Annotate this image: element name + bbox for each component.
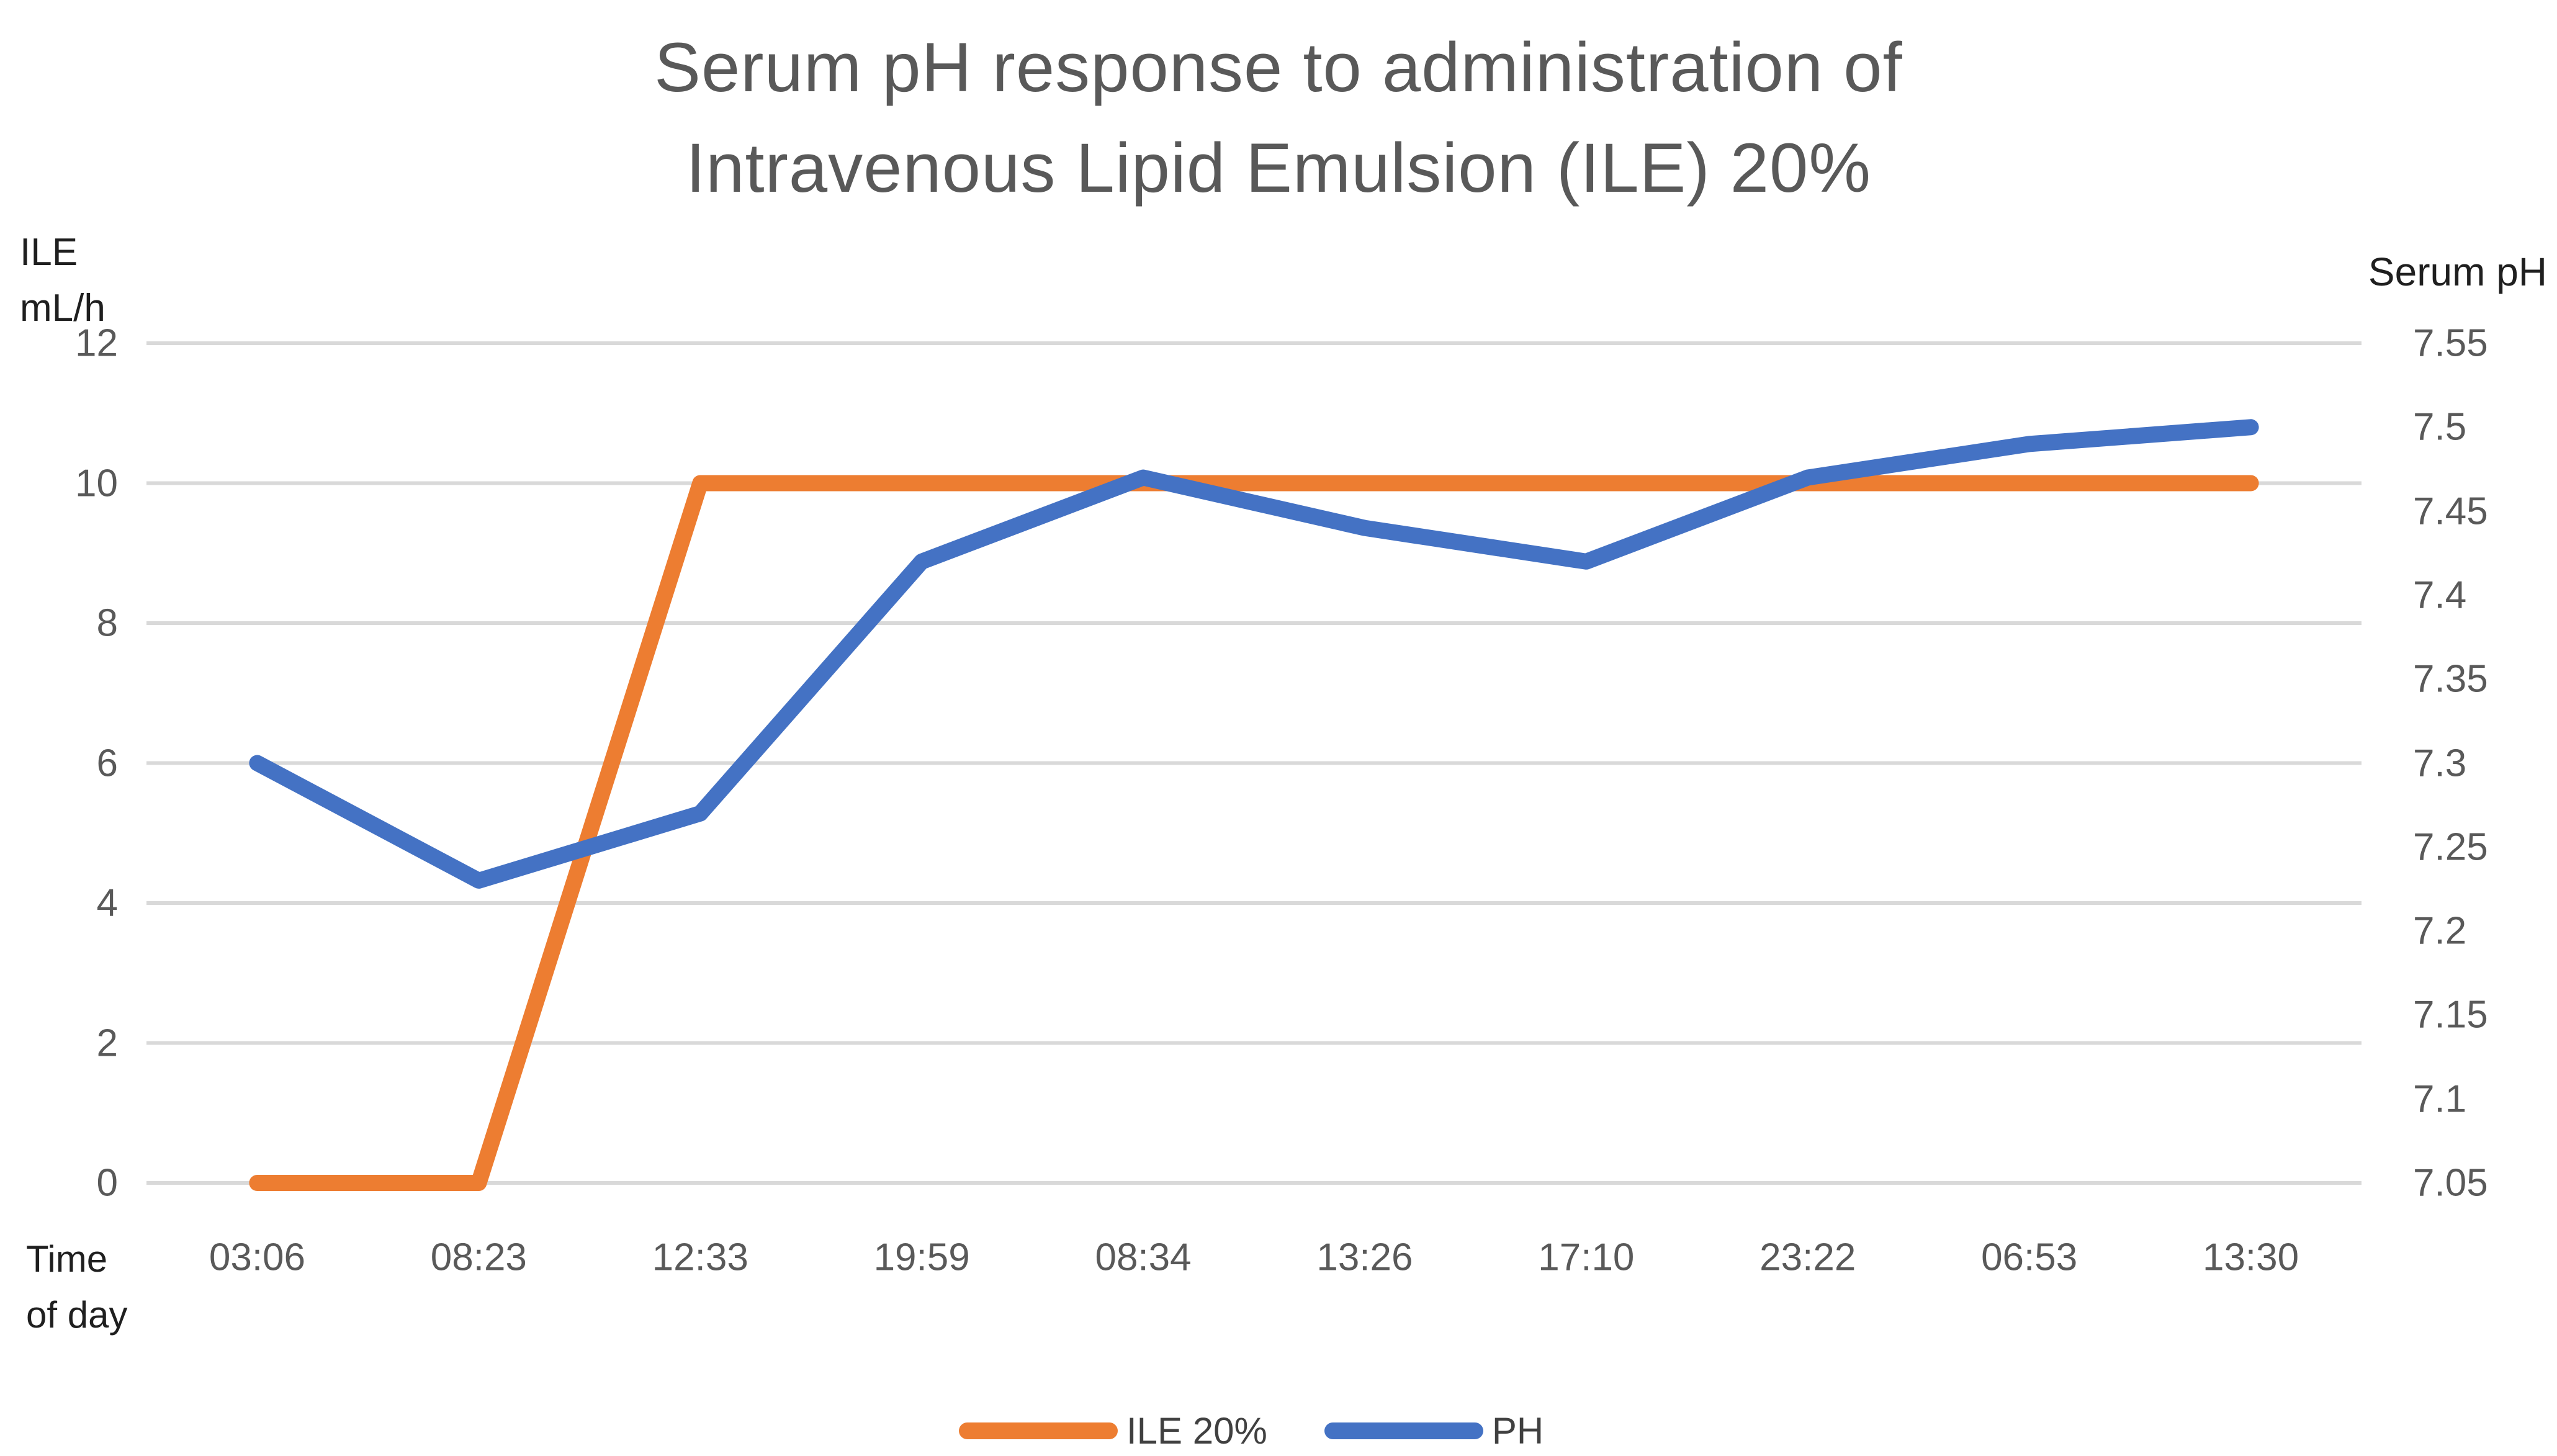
left-axis-tick-label: 2 [96, 1022, 118, 1064]
left-axis-tick-label: 4 [96, 881, 118, 925]
x-axis-tick-label: 17:10 [1538, 1236, 1635, 1279]
right-axis-tick-label: 7.3 [2413, 742, 2467, 784]
right-axis-tick-label: 7.5 [2413, 405, 2467, 449]
x-axis-tick-label: 12:33 [652, 1236, 748, 1279]
legend-label: ILE 20% [1126, 1409, 1267, 1452]
left-axis-tick-label: 0 [96, 1161, 118, 1205]
left-axis-title: ILE mL/h [20, 225, 106, 336]
series-line-ile-20- [249, 475, 2259, 1191]
right-axis-tick-label: 7.1 [2413, 1077, 2467, 1121]
x-axis-title-line2: of day [26, 1294, 128, 1336]
right-axis-tick-label: 7.2 [2413, 909, 2467, 953]
left-axis-tick-label: 6 [96, 742, 118, 784]
x-axis-tick-label: 13:30 [2202, 1236, 2299, 1279]
right-axis-tick-label: 7.45 [2413, 490, 2488, 533]
legend-swatch-icon [1324, 1422, 1483, 1439]
x-axis-tick-label: 19:59 [873, 1236, 970, 1279]
left-axis-tick-label: 10 [75, 462, 118, 505]
right-axis-tick-label: 7.35 [2413, 657, 2488, 701]
x-axis-tick-label: 08:23 [430, 1236, 527, 1279]
chart-legend: ILE 20% PH [959, 1409, 1544, 1452]
legend-label: PH [1491, 1409, 1544, 1452]
series-line-ph [249, 419, 2259, 889]
right-axis-tick-label: 7.4 [2413, 573, 2467, 617]
right-axis-tick-label: 7.05 [2413, 1161, 2488, 1205]
chart-title-line1: Serum pH response to administration of [654, 29, 1903, 106]
left-axis-tick-label: 8 [96, 601, 118, 645]
right-axis-tick-label: 7.25 [2413, 825, 2488, 869]
legend-swatch-icon [959, 1422, 1118, 1439]
legend-item-ile-20-: ILE 20% [959, 1409, 1267, 1452]
left-axis-tick-label: 12 [75, 321, 118, 365]
x-axis-title-line1: Time [26, 1238, 108, 1280]
x-axis-tick-label: 06:53 [1981, 1236, 2078, 1279]
chart-title: Serum pH response to administration of I… [0, 17, 2557, 219]
x-axis-title: Time of day [26, 1231, 127, 1343]
chart-title-line2: Intravenous Lipid Emulsion (ILE) 20% [686, 129, 1871, 207]
right-axis-tick-label: 7.55 [2413, 321, 2488, 365]
x-axis-tick-label: 03:06 [209, 1236, 306, 1279]
left-axis-title-line1: ILE [20, 231, 78, 274]
right-axis-title: Serum pH [2368, 249, 2547, 294]
x-axis-tick-label: 23:22 [1759, 1236, 1856, 1279]
right-axis-tick-label: 7.15 [2413, 993, 2488, 1036]
x-axis-tick-label: 13:26 [1316, 1236, 1413, 1279]
x-axis-tick-label: 08:34 [1095, 1236, 1192, 1279]
left-axis-title-line2: mL/h [20, 286, 106, 330]
legend-item-ph: PH [1324, 1409, 1544, 1452]
